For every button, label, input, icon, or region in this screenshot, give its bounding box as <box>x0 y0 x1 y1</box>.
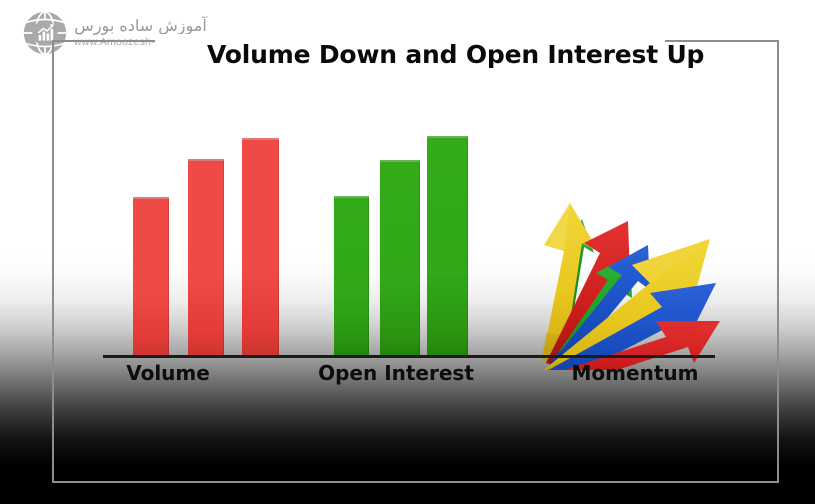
bar-open-interest-1 <box>334 196 369 357</box>
bar-group-volume <box>133 57 279 357</box>
arrow-blue-long <box>546 283 716 370</box>
title-backdrop <box>155 34 665 48</box>
globe-barchart-icon <box>22 10 68 56</box>
bar-open-interest-3 <box>427 136 468 357</box>
axis-label-volume: Volume <box>126 361 210 385</box>
axis-label-open-interest: Open Interest <box>318 361 474 385</box>
bar-open-interest-2 <box>380 160 420 357</box>
page-title: Volume Down and Open Interest Up <box>207 40 705 69</box>
axis-label-momentum: Momentum <box>571 361 699 385</box>
momentum-arrow-fan <box>520 195 740 370</box>
axis-baseline <box>103 355 715 358</box>
brand-website: www.Amoozesh-Boors.com <box>74 36 207 49</box>
brand-logo: آموزش ساده بورس www.Amoozesh-Boors.com <box>22 7 222 59</box>
bar-volume-2 <box>188 159 224 357</box>
bar-volume-3 <box>242 138 279 357</box>
bar-volume-1 <box>133 197 169 357</box>
brand-text: آموزش ساده بورس www.Amoozesh-Boors.com <box>74 18 207 48</box>
brand-name-fa: آموزش ساده بورس <box>74 16 207 36</box>
bar-group-open-interest <box>334 57 468 357</box>
